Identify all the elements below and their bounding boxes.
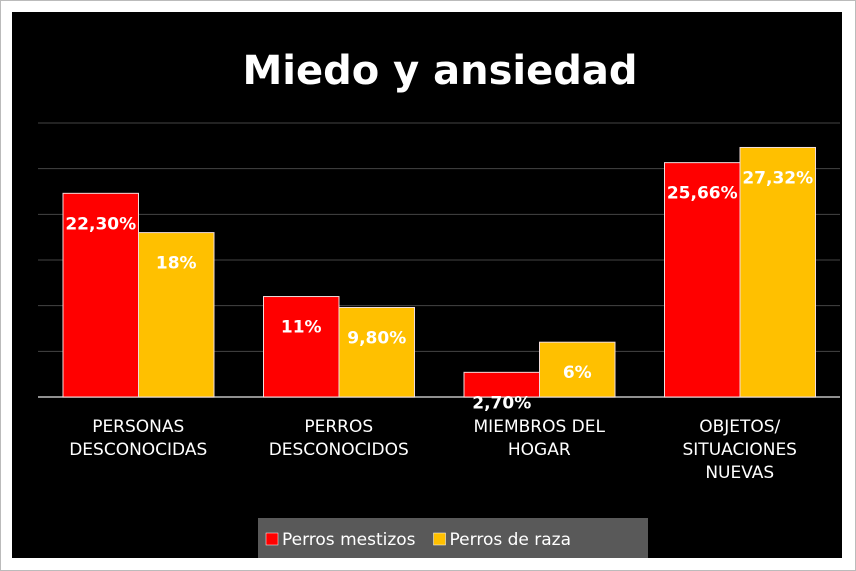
chart-title: Miedo y ansiedad (242, 48, 637, 94)
bar (338, 306, 415, 398)
data-label: 27,32% (742, 168, 813, 188)
legend-label: Perros de raza (450, 530, 571, 550)
x-tick-label: MIEMBROS DEL HOGAR (473, 417, 605, 460)
x-tick-label: OBJETOS/ SITUACIONES NUEVAS (682, 417, 797, 483)
bar (62, 192, 139, 398)
bar (739, 146, 816, 398)
bar (664, 162, 741, 398)
legend-swatch (265, 532, 279, 546)
data-label: 11% (281, 318, 322, 338)
data-label: 2,70% (472, 393, 531, 413)
data-label: 18% (156, 254, 197, 274)
data-label: 6% (563, 363, 592, 383)
legend-box (258, 518, 648, 558)
data-label: 9,80% (347, 328, 406, 348)
bar (138, 232, 215, 398)
data-label: 25,66% (667, 184, 738, 204)
legend-swatch (433, 532, 446, 546)
bar (539, 341, 616, 398)
data-label: 22,30% (65, 214, 136, 234)
bar (263, 296, 340, 398)
x-tick-label: PERSONAS DESCONOCIDAS (69, 417, 208, 460)
x-tick-label: PERROS DESCONOCIDOS (268, 417, 409, 460)
legend-label: Perros mestizos (282, 530, 416, 550)
bar (463, 371, 540, 398)
